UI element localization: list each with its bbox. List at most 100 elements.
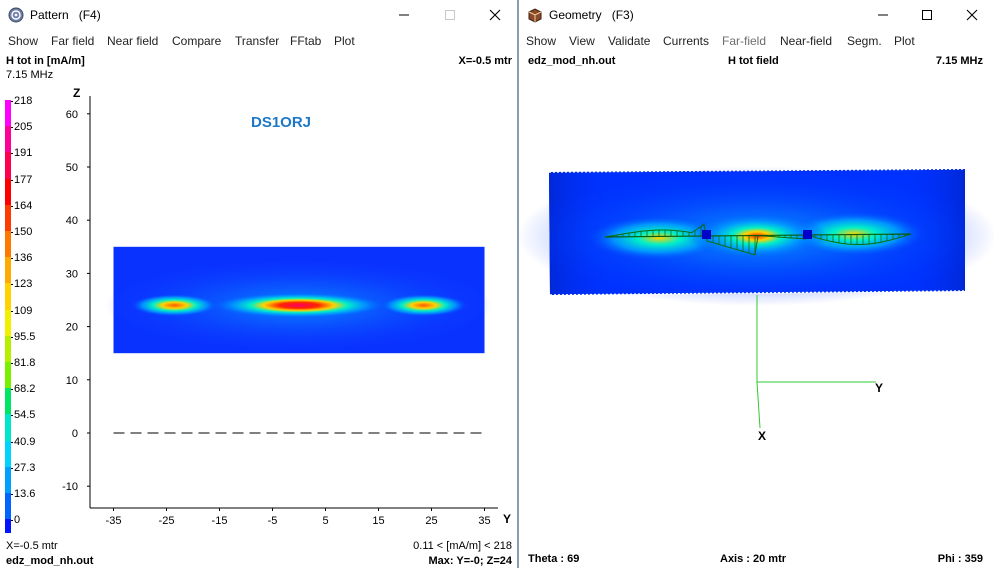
pattern-frequency: 7.15 MHz — [6, 69, 54, 81]
maximize-icon — [922, 10, 932, 20]
axis-lines — [756, 295, 876, 429]
legend-label: 40.9 — [14, 435, 36, 448]
z-tick-label: 40 — [66, 215, 78, 227]
legend-swatch — [5, 466, 11, 493]
geometry-footer-axis: Axis : 20 mtr — [720, 553, 787, 565]
z-tick-label: 60 — [66, 109, 78, 121]
pattern-x-position: X=-0.5 mtr — [458, 55, 513, 67]
legend-label: 0 — [14, 514, 21, 527]
pattern-menu-show[interactable]: Show — [8, 34, 39, 48]
maximize-icon — [445, 10, 455, 20]
legend-swatch — [5, 178, 11, 205]
geometry-menu-far-field[interactable]: Far-field — [722, 34, 767, 48]
legend-swatch — [5, 152, 11, 179]
y-tick-label: 15 — [372, 515, 384, 527]
geometry-header-field: H tot field — [728, 55, 779, 67]
geometry-title: Geometry — [549, 8, 602, 22]
legend-swatch — [5, 493, 11, 520]
geometry-menu-currents[interactable]: Currents — [663, 34, 710, 48]
field-heatmap — [105, 246, 493, 354]
pattern-menu-transfer[interactable]: Transfer — [235, 34, 280, 48]
axis-x-label: X — [758, 429, 766, 443]
y-tick-label: -5 — [268, 515, 278, 527]
legend-tick — [11, 284, 13, 286]
legend-label: 95.5 — [14, 330, 36, 343]
pattern-footer-max: Max: Y=-0; Z=24 — [428, 555, 512, 567]
y-tick-label: 35 — [478, 515, 490, 527]
window-separator — [517, 0, 519, 568]
field-lobe — [210, 292, 388, 319]
y-tick-label: -35 — [106, 515, 122, 527]
pattern-menu-far-field[interactable]: Far field — [51, 34, 95, 48]
legend-tick — [11, 127, 13, 129]
legend-tick — [11, 336, 13, 338]
geometry-menu-show[interactable]: Show — [526, 34, 557, 48]
minimize-icon — [399, 14, 409, 16]
legend-label: 191 — [14, 147, 33, 160]
geometry-menu-segm[interactable]: Segm. — [847, 34, 882, 48]
pattern-maximize-button[interactable] — [428, 3, 472, 27]
antenna-wire — [604, 233, 912, 238]
geometry-menu-view[interactable]: View — [569, 34, 595, 48]
legend-tick — [11, 363, 13, 364]
legend-swatch — [5, 519, 11, 534]
pattern-window: Pattern (F4) Show Far field Near field C… — [0, 0, 517, 567]
y-tick-label: 5 — [322, 515, 328, 527]
z-axis-label: Z — [73, 86, 80, 100]
y-tick-label: 25 — [425, 515, 437, 527]
pattern-close-button[interactable] — [473, 3, 517, 27]
geometry-close-button[interactable] — [950, 3, 994, 27]
geometry-minimize-button[interactable] — [861, 3, 905, 27]
pattern-app-icon — [8, 7, 24, 23]
z-tick-label: 20 — [66, 322, 78, 334]
geometry-menu-plot[interactable]: Plot — [894, 34, 915, 48]
legend-swatch — [5, 231, 11, 258]
legend-swatch — [5, 440, 11, 467]
geometry-maximize-button[interactable] — [905, 3, 949, 27]
geometry-menubar: Show View Validate Currents Far-field Ne… — [519, 31, 994, 51]
legend-label: 27.3 — [14, 461, 36, 474]
pattern-titlebar[interactable]: Pattern (F4) — [0, 0, 517, 31]
geometry-shortcut: (F3) — [611, 8, 634, 22]
pattern-menu-plot[interactable]: Plot — [334, 34, 355, 48]
legend-swatch — [5, 414, 11, 441]
geometry-footer-theta: Theta : 69 — [528, 553, 580, 565]
pattern-menu-compare[interactable]: Compare — [172, 34, 222, 48]
pattern-menu-near-field[interactable]: Near field — [107, 34, 159, 48]
legend-swatch — [5, 362, 11, 389]
geometry-titlebar[interactable]: Geometry (F3) — [519, 0, 994, 31]
legend-label: 54.5 — [14, 409, 36, 422]
source-marker-2[interactable] — [803, 230, 812, 239]
legend-label: 150 — [14, 226, 33, 238]
geometry-menu-near-field[interactable]: Near-field — [780, 34, 833, 48]
pattern-minimize-button[interactable] — [382, 3, 426, 27]
pattern-footer-file: edz_mod_nh.out — [6, 555, 94, 567]
legend-tick — [11, 179, 13, 181]
legend-swatch — [5, 388, 11, 415]
z-tick-label: 50 — [66, 162, 78, 174]
legend-label: 123 — [14, 278, 33, 291]
legend-tick — [11, 389, 13, 391]
legend-tick — [11, 101, 13, 102]
field-lobe — [380, 294, 467, 317]
legend-tick — [11, 205, 13, 207]
legend-label: 205 — [14, 121, 33, 134]
legend-label: 81.8 — [14, 357, 36, 369]
legend-tick — [11, 310, 13, 312]
legend-tick — [11, 232, 13, 233]
legend-label: 109 — [14, 304, 33, 317]
geometry-menu-validate[interactable]: Validate — [608, 34, 651, 48]
y-tick-label: -15 — [212, 515, 228, 527]
close-icon — [966, 9, 978, 21]
callsign-label: DS1ORJ — [251, 114, 311, 131]
legend-label: 177 — [14, 173, 33, 186]
legend-label: 136 — [14, 252, 33, 265]
geometry-3d-view[interactable]: Y X — [519, 0, 994, 568]
pattern-footer-range: 0.11 < [mA/m] < 218 — [413, 540, 512, 552]
source-marker-1[interactable] — [702, 230, 711, 239]
pattern-menubar: Show Far field Near field Compare Transf… — [0, 31, 517, 51]
legend-swatch — [5, 257, 11, 284]
legend-tick — [11, 415, 13, 417]
pattern-menu-fftab[interactable]: FFtab — [290, 34, 322, 48]
legend-tick — [11, 441, 13, 443]
